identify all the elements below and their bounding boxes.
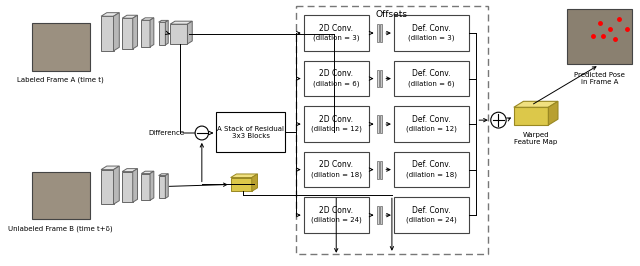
Polygon shape bbox=[376, 70, 380, 88]
Polygon shape bbox=[141, 18, 154, 20]
Polygon shape bbox=[141, 171, 154, 174]
Bar bbox=[303, 61, 369, 96]
Text: Unlabeled Frame B (time t+δ): Unlabeled Frame B (time t+δ) bbox=[8, 225, 113, 231]
Text: 2D Conv.: 2D Conv. bbox=[319, 69, 353, 78]
Bar bbox=[303, 197, 369, 233]
Bar bbox=[32, 172, 90, 219]
Text: 2D Conv.: 2D Conv. bbox=[319, 206, 353, 215]
Polygon shape bbox=[159, 176, 165, 198]
Polygon shape bbox=[122, 18, 132, 49]
Polygon shape bbox=[122, 172, 132, 202]
Text: Labeled Frame A (time t): Labeled Frame A (time t) bbox=[17, 77, 104, 83]
Text: A Stack of Residual
3x3 Blocks: A Stack of Residual 3x3 Blocks bbox=[218, 126, 284, 139]
Polygon shape bbox=[141, 20, 150, 47]
Bar bbox=[216, 112, 285, 152]
Polygon shape bbox=[165, 174, 168, 198]
Polygon shape bbox=[122, 169, 138, 172]
Bar bbox=[394, 15, 468, 51]
Bar bbox=[566, 9, 632, 64]
Text: Def. Conv.: Def. Conv. bbox=[412, 24, 451, 33]
Text: (dilation = 3): (dilation = 3) bbox=[408, 35, 454, 41]
Polygon shape bbox=[150, 18, 154, 47]
Text: Def. Conv.: Def. Conv. bbox=[412, 69, 451, 78]
Polygon shape bbox=[159, 22, 165, 45]
Bar bbox=[303, 106, 369, 142]
Text: Def. Conv.: Def. Conv. bbox=[412, 115, 451, 124]
Text: 2D Conv.: 2D Conv. bbox=[319, 24, 353, 33]
Polygon shape bbox=[101, 170, 113, 204]
Polygon shape bbox=[150, 171, 154, 200]
Polygon shape bbox=[170, 21, 192, 24]
Circle shape bbox=[195, 126, 209, 140]
Polygon shape bbox=[376, 115, 380, 133]
Text: (dilation = 18): (dilation = 18) bbox=[311, 171, 362, 178]
Bar bbox=[394, 106, 468, 142]
Polygon shape bbox=[376, 206, 380, 224]
Text: Warped
Feature Map: Warped Feature Map bbox=[515, 132, 557, 146]
Polygon shape bbox=[113, 166, 119, 204]
Text: (dilation = 6): (dilation = 6) bbox=[408, 80, 454, 87]
Bar bbox=[303, 152, 369, 188]
Polygon shape bbox=[380, 161, 382, 178]
Bar bbox=[394, 197, 468, 233]
Polygon shape bbox=[230, 174, 257, 177]
Text: (dilation = 12): (dilation = 12) bbox=[311, 126, 362, 132]
Polygon shape bbox=[380, 115, 382, 133]
Polygon shape bbox=[113, 13, 119, 51]
Text: (dilation = 24): (dilation = 24) bbox=[311, 217, 362, 223]
Polygon shape bbox=[514, 107, 548, 125]
Bar bbox=[296, 6, 488, 254]
Polygon shape bbox=[188, 21, 192, 44]
Polygon shape bbox=[141, 174, 150, 200]
Polygon shape bbox=[101, 13, 119, 16]
Polygon shape bbox=[376, 161, 380, 178]
Polygon shape bbox=[252, 174, 257, 191]
Polygon shape bbox=[132, 169, 138, 202]
Polygon shape bbox=[380, 70, 382, 88]
Text: Offsets: Offsets bbox=[376, 10, 408, 19]
Bar bbox=[394, 61, 468, 96]
Bar bbox=[303, 15, 369, 51]
Text: (dilation = 12): (dilation = 12) bbox=[406, 126, 457, 132]
Polygon shape bbox=[122, 15, 138, 18]
Polygon shape bbox=[170, 24, 188, 44]
Text: (dilation = 24): (dilation = 24) bbox=[406, 217, 456, 223]
Text: (dilation = 3): (dilation = 3) bbox=[313, 35, 360, 41]
Polygon shape bbox=[376, 24, 380, 42]
Polygon shape bbox=[230, 177, 252, 191]
Text: Difference: Difference bbox=[148, 130, 184, 136]
Bar bbox=[32, 23, 90, 71]
Polygon shape bbox=[380, 24, 382, 42]
Bar bbox=[394, 152, 468, 188]
Polygon shape bbox=[548, 101, 558, 125]
Text: Def. Conv.: Def. Conv. bbox=[412, 160, 451, 169]
Polygon shape bbox=[380, 206, 382, 224]
Polygon shape bbox=[165, 20, 168, 45]
Polygon shape bbox=[159, 20, 168, 22]
Polygon shape bbox=[159, 174, 168, 176]
Text: 2D Conv.: 2D Conv. bbox=[319, 115, 353, 124]
Polygon shape bbox=[101, 166, 119, 170]
Text: (dilation = 6): (dilation = 6) bbox=[313, 80, 360, 87]
Text: Predicted Pose
in Frame A: Predicted Pose in Frame A bbox=[574, 72, 625, 85]
Circle shape bbox=[491, 112, 506, 128]
Text: (dilation = 18): (dilation = 18) bbox=[406, 171, 457, 178]
Polygon shape bbox=[514, 101, 558, 107]
Text: 2D Conv.: 2D Conv. bbox=[319, 160, 353, 169]
Text: Def. Conv.: Def. Conv. bbox=[412, 206, 451, 215]
Polygon shape bbox=[101, 16, 113, 51]
Polygon shape bbox=[132, 15, 138, 49]
